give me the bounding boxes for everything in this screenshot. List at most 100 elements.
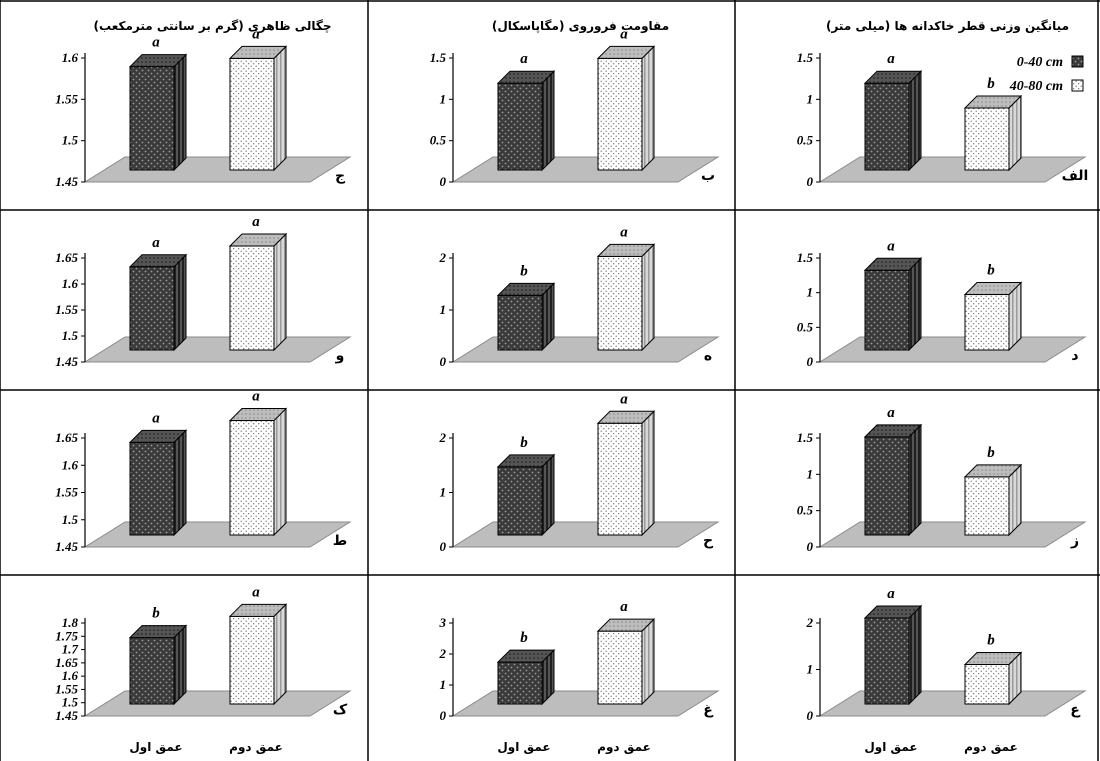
chart-floor: [818, 336, 1087, 363]
bar-side: [908, 69, 922, 172]
bar-top: [596, 618, 656, 632]
x-category-label: عمق اول: [497, 740, 550, 755]
bar-top: [963, 282, 1023, 296]
bar-front: [497, 466, 543, 536]
bar-depth-0-40: [496, 282, 556, 352]
significance-letter: a: [152, 35, 160, 51]
bar-top: [863, 605, 923, 619]
bar-side: [1008, 94, 1022, 172]
significance-letter: a: [620, 26, 628, 42]
panel-label: د: [1071, 348, 1078, 364]
bar-depth-40-80: [228, 603, 288, 706]
bar-side: [173, 53, 187, 172]
chart-floor: [818, 690, 1087, 717]
bar-top: [596, 45, 656, 59]
panel-title: مقاومت فروروی (مگاپاسکال): [492, 19, 669, 34]
y-tick-label: 1: [807, 466, 814, 481]
bar-top: [496, 70, 556, 84]
chart-panel-kaf: 1.451.51.551.61.651.71.751.8 b عمق اول a عمق…: [55, 584, 352, 755]
chart-panel-he2: 0 1 2 b a ح: [439, 391, 720, 554]
bar-depth-40-80: [596, 410, 656, 537]
legend-swatch: [1071, 79, 1084, 92]
bar-top: [228, 233, 288, 247]
bar-depth-40-80: [596, 617, 656, 706]
bar-top: [128, 429, 188, 443]
bar-front: [864, 269, 910, 351]
bar-top: [496, 282, 556, 296]
y-tick-label: 1.6: [62, 457, 79, 472]
bar-depth-0-40: [863, 69, 923, 172]
chart-panel-he: 0 1 2 b a ه: [439, 224, 720, 369]
panel-title: میانگین وزنی قطر خاکدانه ها (میلی متر): [826, 19, 1069, 34]
legend-label: 40-80 cm: [1009, 79, 1063, 94]
legend-label: 0-40 cm: [1017, 55, 1063, 70]
bar-front: [229, 245, 275, 351]
chart-panel-ghein: 0 1 2 3 b عمق اول a عمق دوم غ: [439, 599, 720, 755]
bar-front: [964, 663, 1010, 705]
bar-top: [228, 45, 288, 59]
bar-depth-0-40: [128, 253, 188, 352]
bar-depth-40-80: [963, 281, 1023, 352]
bar-top: [128, 625, 188, 639]
bar-side: [641, 243, 655, 352]
bar-depth-40-80: [228, 407, 288, 537]
significance-letter: b: [520, 435, 528, 451]
significance-letter: a: [620, 224, 628, 240]
y-tick-label: 1.65: [55, 655, 78, 670]
y-tick-label: 1: [440, 677, 447, 692]
y-tick-label: 1: [807, 662, 814, 677]
y-tick-label: 1.6: [62, 668, 79, 683]
legend-swatch: [1071, 55, 1084, 68]
panel-label: ط: [333, 533, 348, 549]
y-tick-label: 2: [439, 250, 447, 265]
bar-side: [541, 453, 555, 537]
y-tick-label: 2: [806, 615, 814, 630]
chart-floor: [83, 521, 352, 548]
x-category-label: عمق اول: [129, 740, 182, 755]
significance-letter: a: [620, 391, 628, 407]
bar-front: [597, 57, 643, 171]
y-tick-label: 0: [807, 354, 814, 369]
bar-depth-0-40: [496, 453, 556, 537]
y-tick-label: 1.5: [62, 512, 79, 527]
bar-depth-40-80: [963, 651, 1023, 706]
y-tick-label: 1.55: [55, 302, 78, 317]
significance-letter: b: [520, 263, 528, 279]
significance-letter: a: [252, 26, 260, 42]
significance-letter: b: [987, 263, 995, 279]
bar-side: [273, 45, 287, 172]
bar-side: [641, 617, 655, 706]
bar-depth-0-40: [863, 423, 923, 537]
bar-front: [129, 441, 175, 536]
bar-front: [129, 637, 175, 705]
y-tick-label: 1.6: [62, 276, 79, 291]
bar-front: [229, 420, 275, 536]
y-tick-label: 1: [440, 302, 447, 317]
bar-front: [964, 107, 1010, 171]
y-tick-label: 1.55: [55, 681, 78, 696]
y-tick-label: 1: [807, 91, 814, 106]
bar-depth-40-80: [596, 243, 656, 352]
bar-depth-0-40: [128, 429, 188, 537]
significance-letter: a: [620, 599, 628, 615]
y-tick-label: 1.6: [62, 50, 79, 65]
significance-letter: a: [252, 389, 260, 405]
y-tick-label: 1.45: [55, 174, 78, 189]
y-tick-label: 1.5: [430, 50, 447, 65]
bar-side: [173, 253, 187, 352]
y-tick-label: 0: [440, 708, 447, 723]
panel-label: ج: [335, 168, 346, 184]
y-tick-label: 1: [440, 485, 447, 500]
bar-depth-40-80: [596, 45, 656, 172]
bar-front: [864, 436, 910, 536]
bar-depth-0-40: [496, 648, 556, 706]
chart-floor: [83, 690, 352, 717]
panel-label: الف: [1062, 168, 1089, 184]
significance-letter: b: [987, 632, 995, 648]
panel-label: ک: [333, 702, 348, 718]
y-tick-label: 1.5: [62, 133, 79, 148]
y-tick-label: 1.55: [55, 485, 78, 500]
y-tick-label: 0.5: [797, 319, 814, 334]
bar-top: [596, 243, 656, 257]
